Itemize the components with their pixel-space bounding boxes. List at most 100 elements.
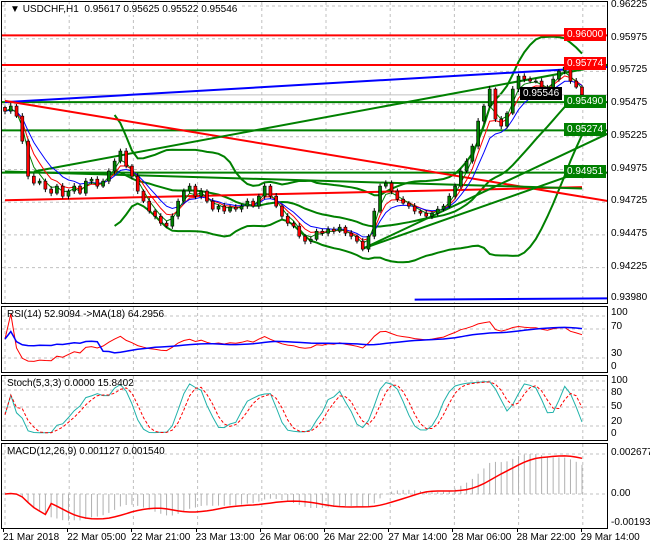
- time-axis-label: 22 Mar 21:00: [131, 532, 191, 543]
- trend-line: [4, 99, 607, 202]
- candle-body: [349, 232, 354, 237]
- candle-body: [326, 228, 330, 234]
- time-tick: [388, 529, 390, 532]
- rsi-canvas: [2, 307, 607, 372]
- dropdown-triangle-icon[interactable]: ▼: [10, 4, 20, 15]
- stoch-main-line: [4, 381, 583, 434]
- rsi-axis-label: 0: [611, 361, 617, 372]
- candle-body: [378, 185, 382, 212]
- price-axis-label: 0.94475: [611, 227, 648, 239]
- candle-body: [384, 182, 388, 187]
- candle-body: [459, 170, 463, 187]
- candle-body: [228, 206, 232, 212]
- time-tick: [516, 529, 518, 532]
- macd-pane[interactable]: MACD(12,26,9) 0.001127 0.001540: [1, 443, 608, 529]
- candle-body: [26, 140, 30, 177]
- candle-body: [268, 185, 273, 197]
- price-axis-label: 0.95725: [611, 64, 648, 76]
- bollinger-upper-band: [113, 35, 583, 197]
- macd-axis-label: -0.001931: [611, 517, 650, 528]
- candle-body: [210, 200, 215, 210]
- candle-body: [418, 210, 423, 214]
- macd-signal-line: [4, 455, 583, 520]
- candle-body: [482, 105, 486, 122]
- candle-body: [557, 70, 561, 80]
- macd-label: MACD(12,26,9) 0.001127 0.001540: [7, 446, 165, 457]
- candle-body: [83, 180, 88, 194]
- trend-line: [4, 186, 583, 202]
- candle-body: [499, 118, 504, 127]
- candle-body: [343, 226, 348, 234]
- trend-line: [414, 297, 607, 301]
- candle-body: [199, 190, 203, 197]
- time-axis-label: 22 Mar 05:00: [67, 532, 127, 543]
- candle-body: [262, 185, 267, 197]
- stoch-axis-label: 100: [611, 375, 628, 386]
- price-chart-pane[interactable]: ▼ USDCHF,H1 0.95617 0.95625 0.95522 0.95…: [1, 1, 608, 304]
- candle-body: [95, 178, 100, 187]
- candle-body: [280, 205, 284, 217]
- candle-body: [101, 180, 105, 187]
- ma-green: [4, 71, 583, 244]
- candle-body: [3, 107, 7, 112]
- candle-body: [170, 215, 175, 227]
- candle-body: [430, 212, 434, 217]
- candle-body: [407, 202, 411, 207]
- price-axis-label: 0.96225: [611, 0, 648, 10]
- time-axis-label: 29 Mar 14:00: [580, 532, 640, 543]
- candle-body: [320, 230, 325, 234]
- candle-body: [337, 226, 342, 232]
- chart-header: ▼ USDCHF,H1 0.95617 0.95625 0.95522 0.95…: [7, 4, 241, 15]
- candle-body: [130, 165, 134, 177]
- time-axis-label: 28 Mar 06:00: [452, 532, 512, 543]
- candle-body: [539, 80, 544, 88]
- candle-body: [372, 210, 377, 237]
- candle-body: [528, 78, 532, 82]
- candle-body: [274, 195, 278, 207]
- candle-body: [37, 180, 42, 184]
- candle-body: [118, 150, 123, 162]
- candle-body: [291, 222, 296, 227]
- low-value: 0.95522: [162, 4, 199, 15]
- stochastic-pane[interactable]: Stoch(5,3,3) 0.0000 15.8402: [1, 375, 608, 441]
- price-axis-label: 0.95475: [611, 97, 648, 109]
- candle-body: [49, 188, 53, 194]
- trend-line: [362, 132, 607, 250]
- candle-body: [395, 190, 400, 200]
- candle-body: [314, 230, 319, 240]
- time-tick: [452, 529, 454, 532]
- current-price-tag: 0.95546: [520, 87, 562, 101]
- candle-body: [257, 195, 261, 207]
- candle-body: [366, 235, 371, 250]
- trend-line: [4, 66, 607, 104]
- price-axis-label: 0.94225: [611, 260, 648, 272]
- candle-body: [360, 240, 365, 250]
- candle-body: [435, 208, 440, 214]
- time-axis-label: 21 Mar 2018: [3, 532, 60, 543]
- candle-body: [205, 190, 209, 202]
- price-axis-label: 0.94725: [611, 195, 648, 207]
- candle-body: [534, 80, 538, 83]
- candle-body: [574, 80, 579, 88]
- rsi-ma-line: [4, 326, 583, 354]
- candle-body: [297, 225, 302, 237]
- candle-body: [107, 170, 111, 182]
- symbol-label: USDCHF,H1: [22, 4, 79, 15]
- candle-body: [193, 185, 198, 197]
- time-axis-label: 28 Mar 22:00: [516, 532, 576, 543]
- time-tick: [324, 529, 325, 532]
- time-tick: [67, 529, 69, 532]
- candle-body: [251, 200, 255, 207]
- candle-body: [72, 185, 77, 192]
- candle-body: [43, 180, 48, 190]
- rsi-line: [4, 313, 583, 362]
- candle-body: [164, 222, 169, 227]
- time-tick: [131, 529, 133, 532]
- candle-body: [141, 190, 146, 202]
- price-axis-label: 0.93980: [611, 292, 648, 304]
- candle-body: [453, 185, 457, 197]
- candle-body: [222, 205, 227, 212]
- rsi-pane[interactable]: RSI(14) 52.9094 ->MA(18) 64.2956: [1, 306, 608, 373]
- candle-body: [158, 215, 163, 224]
- stochastic-label: Stoch(5,3,3) 0.0000 15.8402: [7, 378, 134, 389]
